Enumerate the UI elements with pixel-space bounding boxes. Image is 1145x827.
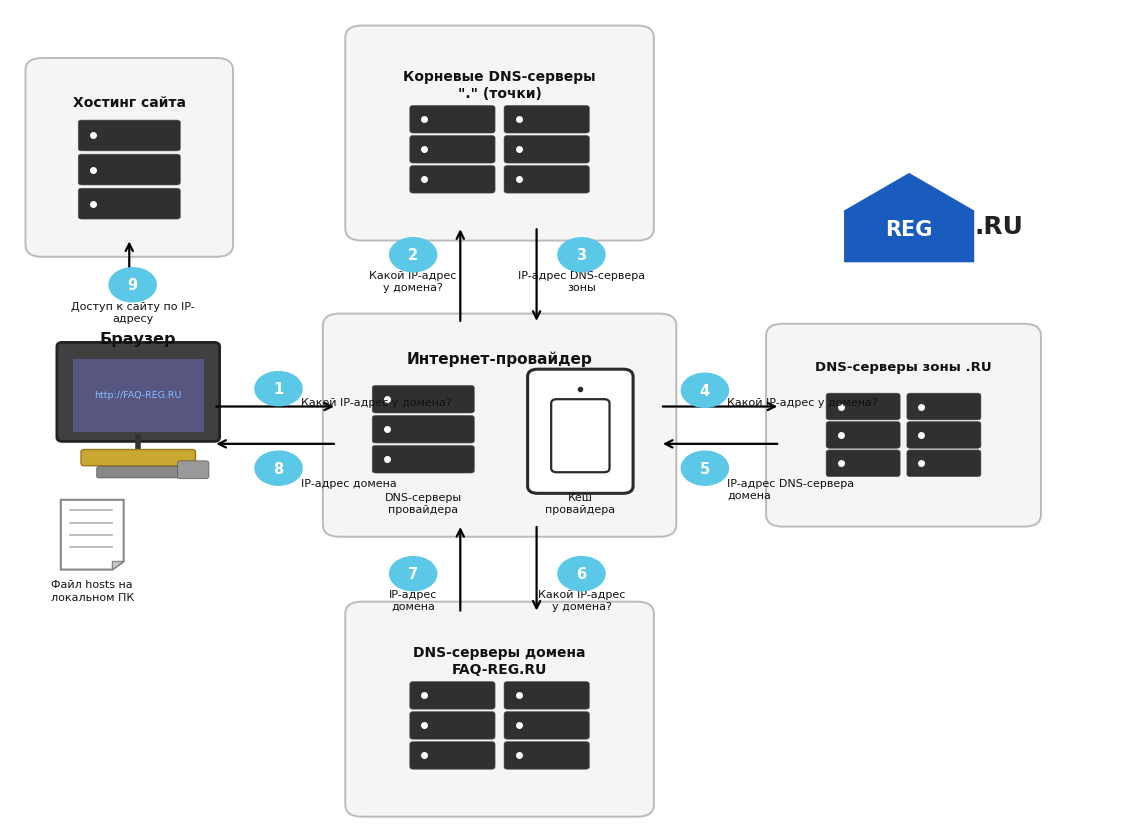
Text: DNS-серверы зоны .RU: DNS-серверы зоны .RU [815,361,992,374]
Text: 2: 2 [408,248,418,263]
Text: IP-адрес DNS-сервера
зоны: IP-адрес DNS-сервера зоны [518,271,645,293]
Polygon shape [844,174,974,263]
Circle shape [681,452,728,485]
FancyBboxPatch shape [826,451,900,477]
FancyBboxPatch shape [25,59,234,257]
FancyBboxPatch shape [78,189,180,220]
Circle shape [558,238,605,272]
Circle shape [389,557,436,591]
FancyBboxPatch shape [78,121,180,151]
FancyBboxPatch shape [96,467,180,478]
FancyBboxPatch shape [504,136,590,164]
Circle shape [255,452,302,485]
FancyBboxPatch shape [410,681,495,710]
Text: Какой IP-адрес
у домена?: Какой IP-адрес у домена? [538,590,625,611]
Circle shape [109,269,156,303]
Text: 7: 7 [408,566,418,581]
FancyBboxPatch shape [907,422,981,449]
Text: Какой IP-адрес у домена?: Какой IP-адрес у домена? [727,397,878,407]
FancyBboxPatch shape [78,155,180,186]
Text: REG: REG [885,219,933,240]
Text: Доступ к сайту по IP-
адресу: Доступ к сайту по IP- адресу [71,302,195,323]
FancyBboxPatch shape [826,394,900,420]
FancyBboxPatch shape [410,107,495,134]
FancyBboxPatch shape [346,26,654,241]
Text: Файл hosts на
локальном ПК: Файл hosts на локальном ПК [50,580,134,602]
FancyBboxPatch shape [826,422,900,449]
FancyBboxPatch shape [346,602,654,817]
Circle shape [389,238,436,272]
Text: Кеш
провайдера: Кеш провайдера [545,493,615,514]
Polygon shape [112,562,124,570]
FancyBboxPatch shape [177,461,208,479]
Text: 9: 9 [127,278,137,293]
Text: 6: 6 [576,566,586,581]
Text: IP-адрес
домена: IP-адрес домена [389,590,437,611]
Text: DNS-серверы домена
FAQ-REG.RU: DNS-серверы домена FAQ-REG.RU [413,645,586,676]
Circle shape [681,374,728,408]
Text: http://FAQ-REG.RU: http://FAQ-REG.RU [95,390,182,399]
Text: Хостинг сайта: Хостинг сайта [73,95,185,109]
Text: Браузер: Браузер [100,332,176,347]
Text: .RU: .RU [974,215,1024,239]
Text: IP-адрес домена: IP-адрес домена [301,478,396,488]
Polygon shape [61,500,124,570]
FancyBboxPatch shape [410,166,495,194]
FancyBboxPatch shape [372,416,474,443]
Text: 3: 3 [576,248,586,263]
FancyBboxPatch shape [907,394,981,420]
FancyBboxPatch shape [410,742,495,769]
Text: IP-адрес DNS-сервера
домена: IP-адрес DNS-сервера домена [727,478,854,500]
Circle shape [255,372,302,406]
Text: Корневые DNS-серверы
"." (точки): Корневые DNS-серверы "." (точки) [403,69,595,101]
Text: Какой IP-адрес у домена?: Какой IP-адрес у домена? [301,397,451,407]
Text: Какой IP-адрес
у домена?: Какой IP-адрес у домена? [370,271,457,293]
FancyBboxPatch shape [907,451,981,477]
FancyBboxPatch shape [551,399,609,473]
FancyBboxPatch shape [504,712,590,739]
FancyBboxPatch shape [504,681,590,710]
FancyBboxPatch shape [504,107,590,134]
FancyBboxPatch shape [504,742,590,769]
FancyBboxPatch shape [410,712,495,739]
FancyBboxPatch shape [766,324,1041,527]
Circle shape [558,557,605,591]
FancyBboxPatch shape [57,343,220,442]
FancyBboxPatch shape [323,314,677,537]
FancyBboxPatch shape [372,446,474,474]
FancyBboxPatch shape [528,370,633,494]
FancyBboxPatch shape [410,136,495,164]
Text: 4: 4 [700,384,710,399]
FancyBboxPatch shape [72,359,204,433]
Text: 5: 5 [700,461,710,476]
FancyBboxPatch shape [372,386,474,414]
Text: DNS-серверы
провайдера: DNS-серверы провайдера [385,493,461,514]
Text: Интернет-провайдер: Интернет-провайдер [406,351,592,366]
FancyBboxPatch shape [81,450,196,466]
Text: 8: 8 [274,461,284,476]
FancyBboxPatch shape [504,166,590,194]
Text: 1: 1 [274,382,284,397]
